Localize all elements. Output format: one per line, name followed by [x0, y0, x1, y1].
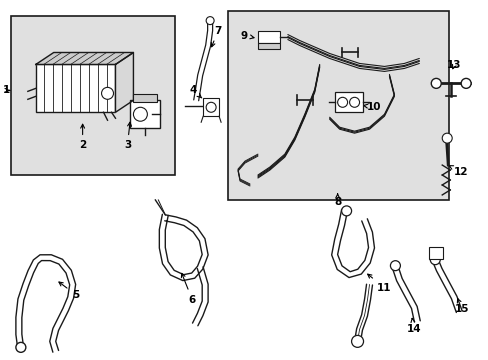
Text: 9: 9 — [240, 31, 253, 41]
Circle shape — [341, 206, 351, 216]
Text: 15: 15 — [454, 298, 468, 315]
Bar — [227, 11, 448, 200]
Polygon shape — [115, 53, 133, 112]
Bar — [203, 98, 219, 116]
Text: 1: 1 — [3, 85, 11, 95]
Text: 12: 12 — [447, 165, 468, 177]
Bar — [428, 247, 442, 259]
Text: 14: 14 — [406, 318, 421, 334]
Bar — [258, 42, 279, 49]
Circle shape — [16, 342, 26, 352]
Text: 5: 5 — [59, 282, 79, 300]
Text: 2: 2 — [79, 124, 86, 150]
Text: 4: 4 — [189, 85, 202, 98]
Circle shape — [337, 97, 347, 107]
Circle shape — [460, 78, 470, 88]
Circle shape — [441, 133, 451, 143]
Text: 10: 10 — [363, 102, 381, 112]
Text: 11: 11 — [367, 274, 391, 293]
FancyBboxPatch shape — [36, 64, 115, 112]
Text: 3: 3 — [123, 122, 131, 150]
Text: 8: 8 — [333, 194, 341, 207]
Bar — [130, 100, 160, 128]
Bar — [133, 94, 157, 102]
Polygon shape — [36, 53, 133, 64]
Bar — [11, 15, 175, 175]
Bar — [258, 31, 279, 42]
Circle shape — [206, 102, 216, 112]
Text: 7: 7 — [211, 26, 222, 47]
Circle shape — [430, 78, 440, 88]
Text: 6: 6 — [181, 273, 195, 305]
Text: 13: 13 — [446, 60, 461, 71]
Bar — [334, 92, 362, 112]
Circle shape — [389, 261, 400, 271]
Circle shape — [351, 336, 363, 347]
Circle shape — [206, 17, 214, 24]
Circle shape — [133, 107, 147, 121]
Circle shape — [349, 97, 359, 107]
Circle shape — [102, 87, 113, 99]
Circle shape — [429, 255, 439, 265]
